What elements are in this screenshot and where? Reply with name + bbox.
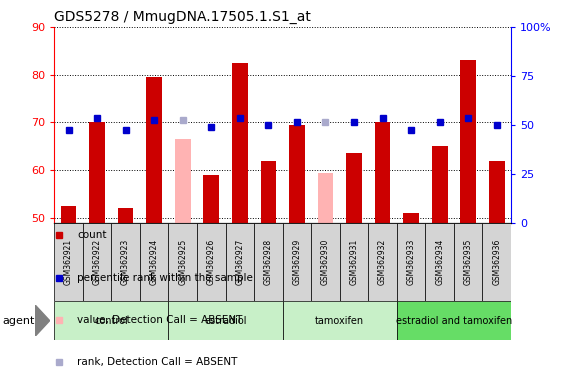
Text: GSM362935: GSM362935 (464, 239, 473, 285)
FancyBboxPatch shape (283, 301, 397, 340)
Text: GSM362921: GSM362921 (64, 239, 73, 285)
FancyBboxPatch shape (397, 301, 511, 340)
Bar (61, 206, 77, 223)
Text: GSM362927: GSM362927 (235, 239, 244, 285)
Text: GSM362922: GSM362922 (93, 239, 102, 285)
Text: rank, Detection Call = ABSENT: rank, Detection Call = ABSENT (77, 357, 238, 367)
FancyBboxPatch shape (340, 223, 368, 301)
FancyBboxPatch shape (140, 223, 168, 301)
Text: GSM362929: GSM362929 (292, 239, 301, 285)
Text: GSM362925: GSM362925 (178, 239, 187, 285)
Polygon shape (35, 305, 50, 336)
Text: estradiol: estradiol (204, 316, 247, 326)
Text: control: control (94, 316, 128, 326)
FancyBboxPatch shape (283, 223, 311, 301)
Text: GDS5278 / MmugDNA.17505.1.S1_at: GDS5278 / MmugDNA.17505.1.S1_at (54, 10, 311, 25)
FancyBboxPatch shape (311, 223, 340, 301)
Bar (489, 161, 505, 223)
Text: GSM362928: GSM362928 (264, 239, 273, 285)
Bar (146, 77, 162, 223)
Text: percentile rank within the sample: percentile rank within the sample (77, 273, 253, 283)
Text: GSM362931: GSM362931 (349, 239, 359, 285)
Bar (346, 154, 362, 223)
FancyBboxPatch shape (254, 223, 283, 301)
Bar (375, 122, 391, 223)
FancyBboxPatch shape (168, 301, 283, 340)
Text: value, Detection Call = ABSENT: value, Detection Call = ABSENT (77, 315, 243, 325)
FancyBboxPatch shape (168, 223, 197, 301)
Bar (432, 146, 448, 223)
Text: count: count (77, 230, 107, 240)
FancyBboxPatch shape (111, 223, 140, 301)
Text: GSM362924: GSM362924 (150, 239, 159, 285)
Text: GSM362934: GSM362934 (435, 239, 444, 285)
Text: GSM362930: GSM362930 (321, 239, 330, 285)
FancyBboxPatch shape (454, 223, 482, 301)
Text: GSM362933: GSM362933 (407, 239, 416, 285)
Bar (289, 125, 305, 223)
Bar (203, 175, 219, 223)
Text: GSM362923: GSM362923 (121, 239, 130, 285)
FancyBboxPatch shape (226, 223, 254, 301)
Bar (175, 139, 191, 223)
Text: GSM362936: GSM362936 (492, 239, 501, 285)
Bar (403, 213, 419, 223)
FancyBboxPatch shape (54, 223, 83, 301)
FancyBboxPatch shape (368, 223, 397, 301)
Bar (89, 122, 105, 223)
FancyBboxPatch shape (83, 223, 111, 301)
Text: estradiol and tamoxifen: estradiol and tamoxifen (396, 316, 512, 326)
Bar (118, 209, 134, 223)
Bar (317, 172, 333, 223)
Text: GSM362932: GSM362932 (378, 239, 387, 285)
Text: tamoxifen: tamoxifen (315, 316, 364, 326)
Text: agent: agent (3, 316, 35, 326)
FancyBboxPatch shape (425, 223, 454, 301)
FancyBboxPatch shape (54, 301, 168, 340)
FancyBboxPatch shape (482, 223, 511, 301)
Bar (460, 60, 476, 223)
Text: GSM362926: GSM362926 (207, 239, 216, 285)
Bar (232, 63, 248, 223)
Bar (260, 161, 276, 223)
FancyBboxPatch shape (397, 223, 425, 301)
FancyBboxPatch shape (197, 223, 226, 301)
